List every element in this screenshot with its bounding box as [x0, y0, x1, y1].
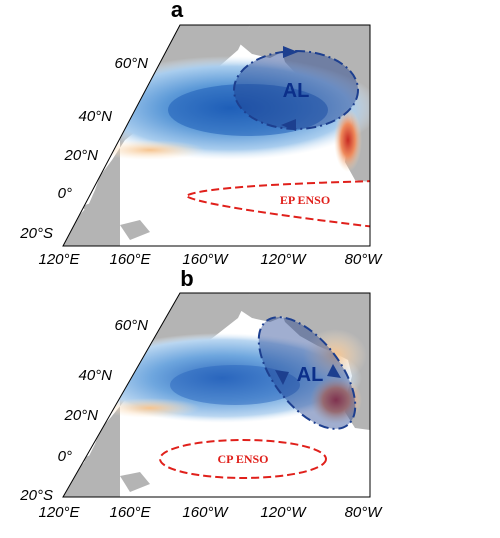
panel-b-lon-label: 120°E [38, 504, 80, 521]
panel-a-lon-label: 160°E [109, 251, 151, 268]
panel-b-lon-label: 120°W [260, 504, 307, 521]
enso-outline [184, 180, 370, 228]
panel-b-map [63, 293, 370, 497]
panel-a-lon-label: 160°W [182, 251, 229, 268]
panel-a-lon-label: 120°W [260, 251, 307, 268]
land-maritime-islands [82, 452, 150, 497]
al-arrow-left [275, 370, 289, 385]
warm-anomaly-west [95, 140, 205, 160]
panel-b-lat-label: 20°S [19, 487, 53, 504]
enso-outline [159, 439, 327, 479]
aleutian-low-ellipse [257, 316, 357, 430]
panel-a-lat-label: 20°N [63, 147, 98, 164]
panel-b-lat-label: 40°N [78, 367, 112, 384]
panel-a-lat-label: 60°N [114, 55, 148, 72]
al-arrow-right [327, 364, 341, 378]
panel-b-letter: b [180, 266, 193, 291]
panel-a-lon-label: 120°E [38, 251, 80, 268]
land-asia [63, 25, 250, 246]
panel-a-lat-label: 0° [58, 185, 72, 202]
warm-anomaly-west [100, 398, 200, 418]
al-arrow-bottom [281, 119, 296, 131]
panel-a-lat-label: 40°N [78, 108, 112, 125]
panel-b-lat-label: 20°N [63, 407, 98, 424]
land-maritime-islands [82, 200, 150, 246]
panel-b-lat-label: 60°N [114, 317, 148, 334]
panel-b-lon-label: 160°W [182, 504, 229, 521]
warm-anomaly-coast [310, 376, 362, 424]
panel-b-lat-label: 0° [58, 448, 72, 465]
land-aleutian-coast [240, 293, 300, 322]
panel-b-enso-label: CP ENSO [217, 452, 268, 466]
panel-b: b AL CP ENSO 60°N 40°N 20°N 0° 20°S 120°… [19, 266, 383, 521]
panel-a-al-label: AL [283, 80, 310, 102]
warm-anomaly-coast [334, 108, 362, 172]
panel-b-lon-label: 160°E [109, 504, 151, 521]
cool-anomaly-core [170, 365, 300, 405]
panel-a-lon-label: 80°W [345, 251, 384, 268]
panel-a-enso-label: EP ENSO [280, 193, 330, 207]
al-arrow-top [283, 46, 298, 58]
panel-a-letter: a [171, 0, 184, 22]
panel-a: a AL EP ENSO 60°N 40°N 20°N 0° 20°S 120°… [19, 0, 383, 268]
panel-b-frame [62, 292, 371, 498]
panel-a-map [63, 25, 370, 246]
panel-b-lon-label: 80°W [345, 504, 384, 521]
panel-b-al-label: AL [297, 364, 324, 386]
panel-a-frame [62, 24, 371, 247]
panel-a-lat-label: 20°S [19, 225, 53, 242]
